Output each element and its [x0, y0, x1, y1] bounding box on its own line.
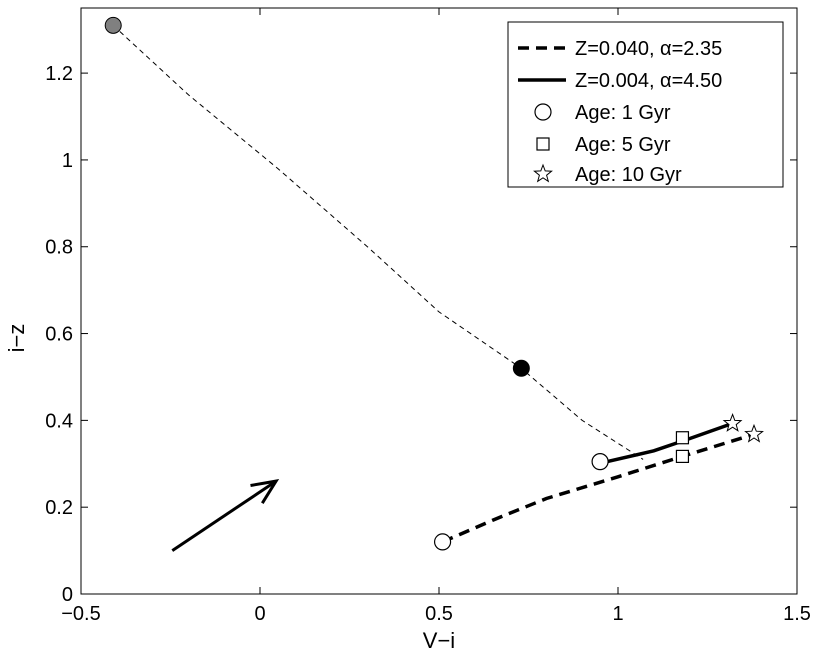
- x-tick-label: 0: [254, 603, 265, 625]
- arrow-shaft: [171, 479, 277, 552]
- legend-entry: Age: 10 Gyr: [575, 164, 682, 186]
- arrow-head: [250, 479, 280, 504]
- x-tick-label: 1.5: [783, 603, 811, 625]
- y-axis-label: i−z: [4, 324, 29, 353]
- legend: Z=0.040, α=2.35 Z=0.004, α=4.50 Age: 1 Gyr…: [507, 21, 784, 188]
- series-line-3: [112, 25, 644, 460]
- marker-star: [744, 423, 764, 443]
- legend-entry: Z=0.040, α=2.35: [575, 38, 722, 60]
- filled-point: [104, 16, 122, 34]
- marker-square: [675, 449, 690, 463]
- y-tick-label: 0.6: [45, 324, 73, 346]
- series-line-1: [441, 432, 755, 544]
- filled-point: [512, 359, 530, 377]
- marker-square: [675, 431, 690, 445]
- x-tick-label: 0.5: [425, 603, 453, 625]
- axis-ticks: [80, 8, 798, 595]
- marker-circle: [591, 453, 609, 471]
- y-tick-label: 0: [62, 584, 73, 606]
- legend-marker-star: [533, 163, 553, 183]
- x-axis-label: V−i: [423, 628, 455, 653]
- y-tick-label: 1: [62, 150, 73, 172]
- marker-star: [722, 412, 743, 432]
- tick-labels: −0.5 0 0.5 1 1.500.20.40.60.811.2: [45, 63, 811, 625]
- legend-entry: Age: 5 Gyr: [575, 134, 671, 156]
- x-tick-label: −0.5: [61, 603, 100, 625]
- legend-entry: Age: 1 Gyr: [575, 102, 671, 124]
- legend-box: [507, 21, 784, 188]
- y-tick-label: 0.8: [45, 237, 73, 259]
- series-layer: [112, 25, 755, 544]
- y-tick-label: 0.2: [45, 497, 73, 519]
- legend-marker-square: [536, 137, 550, 151]
- y-tick-label: 0.4: [45, 410, 73, 432]
- x-tick-label: 1: [612, 603, 623, 625]
- y-tick-label: 1.2: [45, 63, 73, 85]
- marker-circle: [433, 533, 452, 551]
- arrow-layer: [171, 479, 280, 552]
- legend-entry: Z=0.004, α=4.50: [575, 70, 722, 92]
- legend-marker-circle: [534, 103, 552, 121]
- series-line-2: [606, 421, 734, 464]
- marker-layer: [104, 16, 764, 551]
